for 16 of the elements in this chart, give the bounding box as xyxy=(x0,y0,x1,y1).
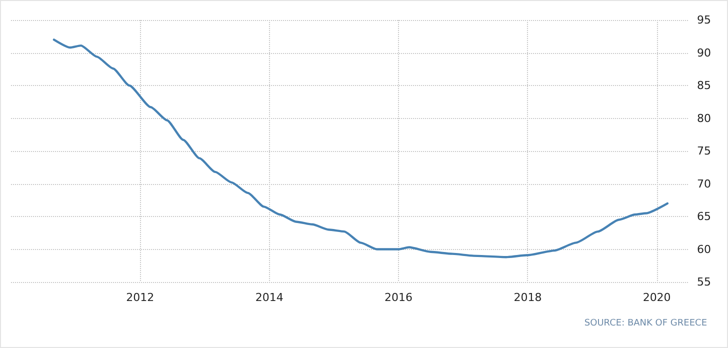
x-tick-label: 2018 xyxy=(514,291,542,304)
y-tick-label: 80 xyxy=(697,112,711,125)
y-tick-label: 55 xyxy=(697,276,711,288)
y-tick-label: 65 xyxy=(697,210,711,223)
y-tick-label: 75 xyxy=(697,144,711,158)
line-series xyxy=(52,38,669,258)
x-tick-label: 2014 xyxy=(255,291,284,304)
y-tick-label: 85 xyxy=(697,79,711,92)
source-note: SOURCE: BANK OF GREECE xyxy=(584,318,708,328)
y-tick-label: 60 xyxy=(697,242,711,256)
x-tick-label: 2020 xyxy=(642,291,671,304)
y-tick-label: 95 xyxy=(697,14,711,26)
x-tick-label: 2012 xyxy=(126,291,154,304)
y-tick-label: 90 xyxy=(697,46,711,60)
x-tick-label: 2016 xyxy=(384,291,412,304)
y-tick-label: 70 xyxy=(697,177,711,190)
